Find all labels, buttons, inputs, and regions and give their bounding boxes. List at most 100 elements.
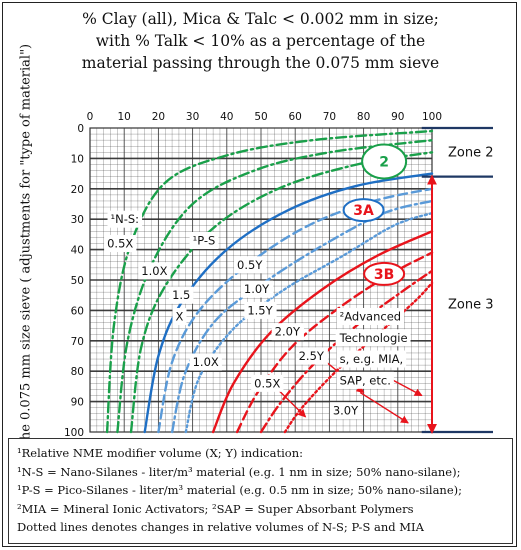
annotation-text: 1.0Y [244, 282, 270, 296]
x-tick-label: 30 [186, 111, 199, 123]
annotation-bg [234, 256, 267, 274]
x-tick-label: 90 [391, 111, 404, 123]
annotation-bg [336, 307, 405, 325]
x-tick-label: 60 [289, 111, 302, 123]
legend-box: ¹Relative NME modifier volume (X; Y) ind… [8, 438, 513, 544]
title-line-2: with % Talk < 10% as a percentage of the [95, 32, 426, 50]
annotation-bg [336, 371, 394, 389]
annotation-12: 0.5X [251, 374, 284, 392]
annotation-bg [172, 307, 187, 325]
zone-label-2: Zone 2 [448, 145, 494, 160]
annotation-text: 1.0X [141, 264, 167, 278]
annotation-bg [336, 350, 407, 368]
annotation-text: s, e.g. MIA, [340, 352, 403, 366]
annotation-1: 0.5X [104, 235, 137, 253]
legend-line-4: ²MIA = Mineral Ionic Activators; ²SAP = … [17, 501, 414, 516]
annotation-9: 2.0Y [271, 323, 304, 341]
annotation-bg [189, 231, 219, 249]
annotation-0: ¹N-S: [107, 210, 143, 228]
annotation-2: 1.0X [138, 262, 171, 280]
x-tick-label: 40 [220, 111, 233, 123]
annotation-5: ¹P-S [189, 231, 219, 249]
annotation-8: 1.5Y [244, 301, 277, 319]
annotation-text: 0.5X [254, 376, 280, 390]
annotation-text: 0.5X [107, 237, 133, 251]
zone-2-ellipse [361, 143, 408, 180]
curve-3A-5 [170, 199, 434, 434]
annotation-text: Technologie [339, 331, 408, 345]
y-tick-label: 70 [71, 336, 84, 348]
curve-2-1 [116, 139, 434, 434]
annotation-17: SAP, etc. [336, 371, 394, 389]
annotation-4: X [172, 307, 187, 325]
chart-svg: 0 10 20 30 40 50 60 70 80 90 100 0 10 20 30 40 50 60 70 80 9… [64, 111, 494, 439]
annotation-text: 1.5 [172, 288, 190, 302]
curve-2-2 [129, 151, 434, 434]
y-tick-label: 10 [71, 153, 84, 165]
y-tick-label: 60 [71, 305, 84, 317]
zone-label-3A: 3A [353, 203, 374, 219]
x-tick-label: 100 [422, 111, 442, 123]
legend-line-5: Dotted lines denotes changes in relative… [17, 520, 424, 534]
curve-3B-9 [259, 269, 434, 434]
annotation-text: 3.0Y [333, 404, 359, 418]
annotation-text: 1.5Y [247, 303, 273, 317]
y-tick-label: 80 [71, 366, 84, 378]
annotation-bg [169, 286, 194, 304]
y-tick-label: 20 [71, 184, 84, 196]
series-curves [105, 129, 434, 434]
annotation-bg [271, 323, 304, 341]
y-tick-label: 90 [71, 397, 84, 409]
x-tick-label: 70 [323, 111, 336, 123]
annotation-14: ²Advanced [336, 307, 405, 325]
title-line-1: % Clay (all), Mica & Talc < 0.002 mm in … [82, 10, 439, 28]
annotation-text: 1.0X [193, 355, 219, 369]
y-tick-label: 40 [71, 245, 84, 257]
annotation-13: 3.0Y [329, 402, 363, 420]
y-tick-label: 50 [71, 275, 84, 287]
annotation-7: 1.0Y [240, 280, 274, 298]
y-tick-label: 0 [77, 123, 84, 135]
legend-line-2: ¹N-S = Nano-Silanes - liter/m³ material … [17, 464, 461, 479]
curve-3A-6 [184, 211, 434, 434]
x-tick-label: 50 [254, 111, 267, 123]
zone-label-2: 2 [379, 154, 389, 170]
curve-3A-3 [143, 172, 434, 434]
annotation-bg [335, 329, 411, 347]
annotation-text: ¹P-S [193, 233, 216, 247]
chart-title: % Clay (all), Mica & Talc < 0.002 mm in … [0, 8, 521, 74]
tick-labels: 0 10 20 30 40 50 60 70 80 90 100 0 10 20 30 40 50 60 70 80 9… [64, 111, 442, 439]
annotation-text: 2.5Y [299, 349, 325, 363]
annotation-text: 0.5Y [237, 258, 263, 272]
title-line-3: material passing through the 0.075 mm si… [81, 54, 440, 72]
annotation-labels: ¹N-S: 0.5X 1.0X 1.5 X ¹P-S 0.5Y 1.0Y 1.5Y 2.0Y 1.0… [104, 210, 423, 424]
annotation-bg [189, 353, 222, 371]
x-tick-label: 0 [87, 111, 94, 123]
figure-frame [2, 2, 517, 547]
annotation-text: ¹N-S: [111, 212, 140, 226]
annotation-bg [295, 347, 328, 365]
legend-line-1: ¹Relative NME modifier volume (X; Y) ind… [17, 446, 303, 460]
x-tick-label: 20 [152, 111, 165, 123]
annotation-bg [251, 374, 284, 392]
annotation-bg [107, 210, 143, 228]
x-tick-label: 10 [118, 111, 131, 123]
annotation-bg [244, 301, 277, 319]
annotation-16: s, e.g. MIA, [336, 350, 407, 368]
curve-2-0 [105, 129, 434, 434]
annotation-bg [240, 280, 274, 298]
annotation-3: 1.5 [169, 286, 194, 304]
zone-3A-ellipse [342, 198, 385, 223]
annotation-bg [138, 262, 171, 280]
annotation-6: 0.5Y [234, 256, 267, 274]
annotation-arrow-2 [359, 391, 409, 424]
y-tick-label: 100 [64, 427, 84, 439]
curve-3B-7 [211, 230, 434, 434]
annotation-15: Technologie [335, 329, 411, 347]
annotation-bg [104, 235, 137, 253]
annotation-bg [329, 402, 363, 420]
zone-label-3: Zone 3 [448, 297, 494, 312]
annotation-11: 2.5Y [295, 347, 328, 365]
annotation-text: X [176, 309, 184, 323]
zone-label-3B: 3B [374, 267, 394, 283]
